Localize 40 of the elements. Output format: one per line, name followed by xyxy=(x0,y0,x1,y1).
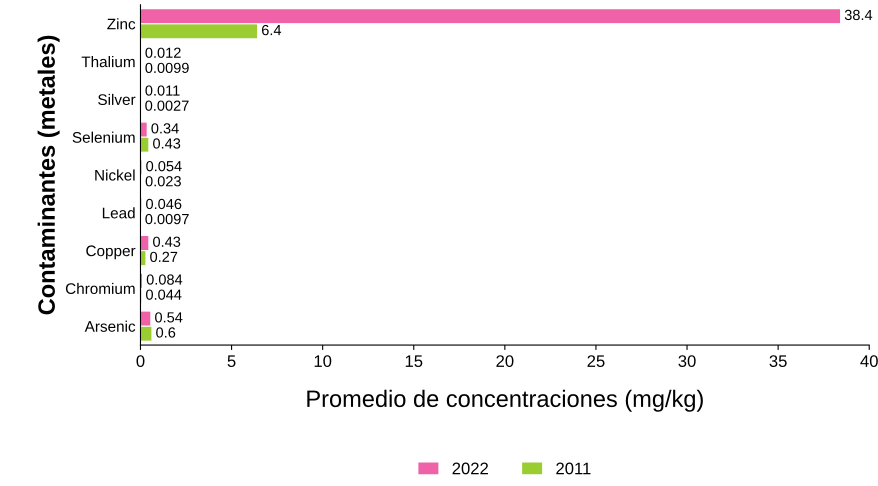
data-label: 0.43 xyxy=(153,138,180,149)
y-tick-label: Silver xyxy=(98,94,136,106)
legend-label: 2011 xyxy=(556,462,590,474)
data-label: 6.4 xyxy=(262,24,282,36)
x-tick-label: 35 xyxy=(769,355,787,368)
data-label: 0.084 xyxy=(146,274,182,285)
x-tick-label: 30 xyxy=(678,355,696,368)
legend-label: 2022 xyxy=(452,462,488,474)
y-tick-label: Zinc xyxy=(107,18,136,30)
x-tick-label: 40 xyxy=(860,355,878,368)
data-label: 0.044 xyxy=(146,290,182,300)
y-tick-label: Arsenic xyxy=(84,320,136,332)
x-tick-label: 5 xyxy=(228,355,236,368)
data-label: 0.54 xyxy=(155,312,182,323)
data-label: 0.0097 xyxy=(145,214,189,224)
data-label: 0.011 xyxy=(145,85,180,96)
y-tick-label: Thalium xyxy=(82,56,135,68)
data-label: 0.046 xyxy=(146,198,182,210)
x-axis-title: Promedio de concentraciones (mg/kg) xyxy=(307,390,703,412)
data-label: 0.43 xyxy=(153,236,180,247)
y-tick-label: Lead xyxy=(102,207,135,218)
x-tick-label: 25 xyxy=(588,355,605,368)
y-axis-title: Contaminantes (metales) xyxy=(38,36,60,314)
data-label: 0.0099 xyxy=(145,62,189,74)
data-label: 0.012 xyxy=(145,48,181,58)
data-label: 0.023 xyxy=(146,176,181,186)
data-label: 0.0027 xyxy=(145,100,189,111)
data-label: 0.054 xyxy=(146,160,182,172)
y-tick-label: Nickel xyxy=(95,169,135,181)
x-tick-label: 10 xyxy=(314,355,332,368)
y-tick-label: Selenium xyxy=(72,132,135,143)
x-tick-label: 15 xyxy=(406,355,422,368)
x-tick-label: 0 xyxy=(136,355,144,368)
data-label: 0.27 xyxy=(150,252,178,262)
y-tick-label: Chromium xyxy=(66,282,135,294)
data-label: 0.6 xyxy=(156,327,176,338)
y-tick-label: Copper xyxy=(86,245,136,260)
data-label: 38.4 xyxy=(844,10,872,20)
data-label: 0.34 xyxy=(151,123,179,134)
x-tick-label: 20 xyxy=(496,355,514,368)
